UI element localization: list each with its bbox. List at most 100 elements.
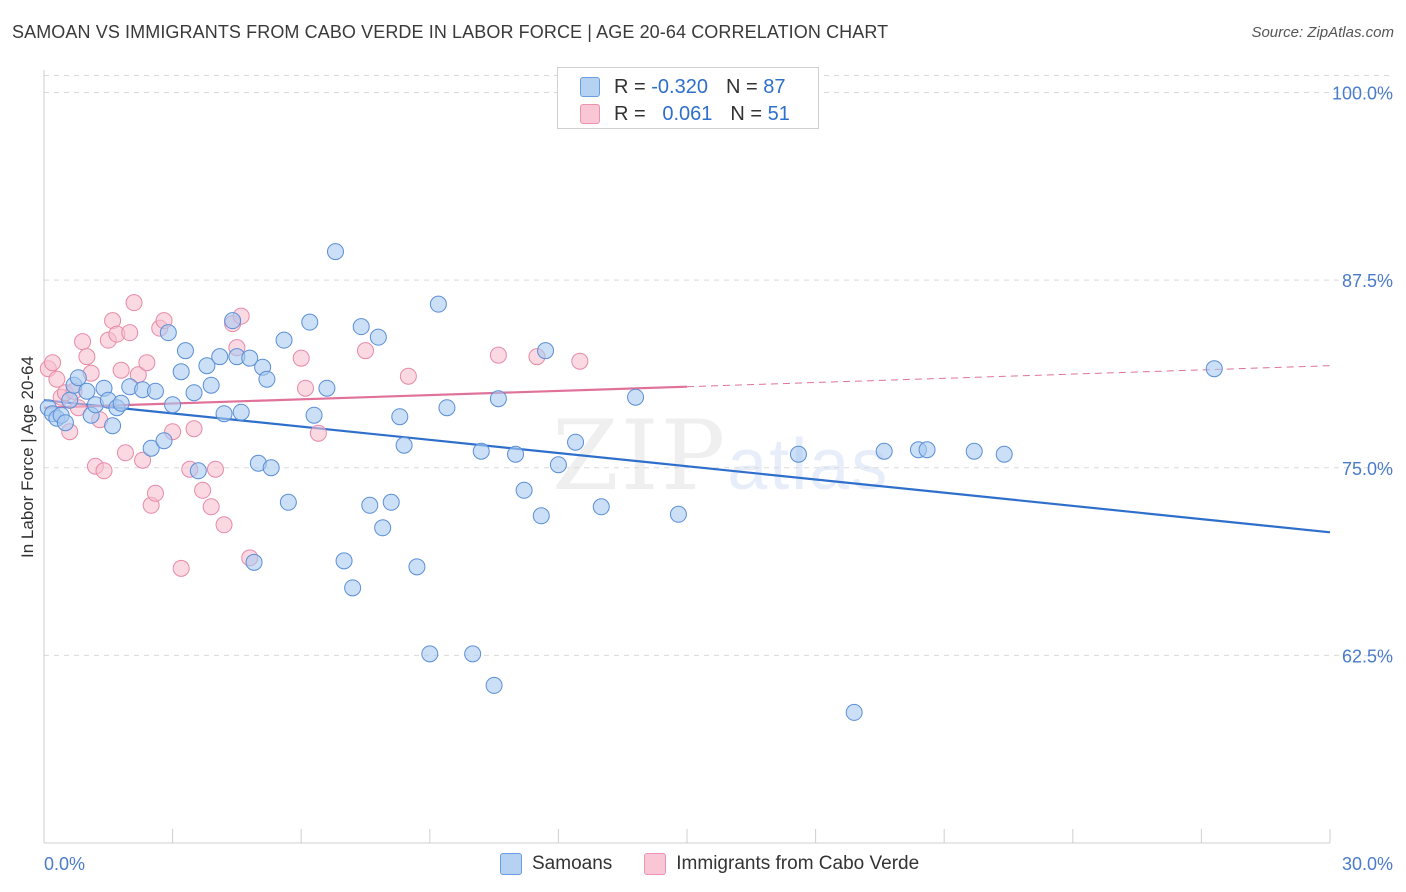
chart-title: SAMOAN VS IMMIGRANTS FROM CABO VERDE IN … [12,22,889,42]
data-point-samoans [78,382,96,400]
axes [43,70,1331,844]
data-point-samoans [995,445,1013,463]
legend-item-cabo-verde: Immigrants from Cabo Verde [644,853,919,875]
data-point-samoans [965,442,983,460]
legend-item-samoans: Samoans [500,853,612,875]
data-point-samoans [472,442,490,460]
data-point-samoans [567,433,585,451]
data-point-cabo-verde [44,354,62,372]
axis-labels: 62.5% 75.0% 87.5% 100.0% 0.0% 30.0% In Labor F… [18,84,1393,874]
data-point-cabo-verde [194,481,212,499]
data-point-cabo-verde [74,333,92,351]
trend-line-cabo-verde-extension [686,365,1331,388]
trend-line-cabo-verde [43,385,688,409]
data-point-cabo-verde [292,349,310,367]
data-point-samoans [429,295,447,313]
data-point-cabo-verde [78,348,96,366]
y-tick-label: 87.5% [1342,271,1393,291]
data-point-samoans [56,414,74,432]
legend-n-label: N = [725,75,758,98]
data-point-cabo-verde [296,379,314,397]
data-point-samoans [421,645,439,663]
data-point-samoans [369,328,387,346]
data-point-samoans [464,645,482,663]
legend-r-value: -0.320 [651,75,708,98]
data-point-cabo-verde [206,460,224,478]
data-point-samoans [112,394,130,412]
data-point-samoans [627,388,645,406]
data-point-cabo-verde [309,424,327,442]
data-point-samoans [185,384,203,402]
data-point-cabo-verde [357,342,374,360]
data-point-samoans [142,439,160,457]
legend-label-samoans: Samoans [532,853,613,874]
trend-line-samoans [43,399,1331,534]
watermark-atlas: atlas [727,425,890,505]
points-cabo-verde [39,294,589,577]
data-point-samoans [262,459,280,477]
data-point-samoans [224,312,242,330]
data-point-cabo-verde [121,324,139,342]
data-point-samoans [352,318,370,336]
data-point-samoans [669,505,687,523]
data-point-samoans [789,445,807,463]
data-point-cabo-verde [172,559,190,577]
data-point-cabo-verde [95,462,113,480]
data-point-samoans [189,462,207,480]
legend-n-value: 87 [763,75,786,98]
data-point-cabo-verde [399,367,417,385]
y-tick-label: 100.0% [1332,84,1393,104]
data-point-samoans [241,349,259,367]
data-point-samoans [258,370,276,388]
data-point-samoans [215,405,233,423]
legend-n-value: 51 [767,102,790,125]
data-point-cabo-verde [138,354,156,372]
data-point-samoans [395,436,413,454]
x-tick-label: 0.0% [44,854,85,874]
data-point-cabo-verde [489,346,507,364]
legend-r-label: R = [614,102,646,125]
data-point-samoans [232,403,250,421]
data-point-cabo-verde [146,484,164,502]
data-point-samoans [211,348,229,366]
series-legend: Samoans Immigrants from Cabo Verde [500,851,951,877]
data-point-cabo-verde [134,451,152,469]
data-point-samoans [408,558,426,576]
legend-swatch-samoans [500,853,522,875]
legend-swatch-cabo-verde [580,104,600,124]
data-point-samoans [382,493,400,511]
legend-r-label: R = [614,75,646,98]
data-point-samoans [198,357,216,375]
source-label: Source: ZipAtlas.com [1251,24,1394,41]
data-point-cabo-verde [202,498,220,516]
data-point-samoans [61,391,79,409]
legend-label-cabo-verde: Immigrants from Cabo Verde [676,853,920,874]
data-point-samoans [69,369,87,387]
data-point-samoans [275,331,293,349]
y-axis-label: In Labor Force | Age 20-64 [18,356,37,558]
data-point-samoans [532,507,550,525]
data-point-cabo-verde [125,294,143,312]
data-point-samoans [104,417,122,435]
data-point-samoans [176,342,194,360]
data-point-samoans [301,313,319,331]
data-point-samoans [202,376,220,394]
correlation-legend: R = -0.320 N = 87 R = 0.061 N = 51 [557,67,819,129]
data-point-samoans [549,456,567,474]
data-point-samoans [335,552,353,570]
data-point-samoans [918,441,936,459]
data-point-cabo-verde [116,444,134,462]
legend-row-samoans: R = -0.320 N = 87 [580,74,785,100]
data-point-samoans [361,496,379,514]
y-tick-label: 62.5% [1342,646,1393,666]
data-point-samoans [164,396,182,414]
data-point-samoans [391,408,409,426]
y-tick-label: 75.0% [1342,459,1393,479]
data-point-samoans [245,553,263,571]
x-tick-label: 30.0% [1342,854,1393,874]
data-point-cabo-verde [112,361,130,379]
legend-swatch-cabo-verde [644,853,667,875]
legend-r-value: 0.061 [662,102,713,125]
data-point-samoans [485,676,503,694]
